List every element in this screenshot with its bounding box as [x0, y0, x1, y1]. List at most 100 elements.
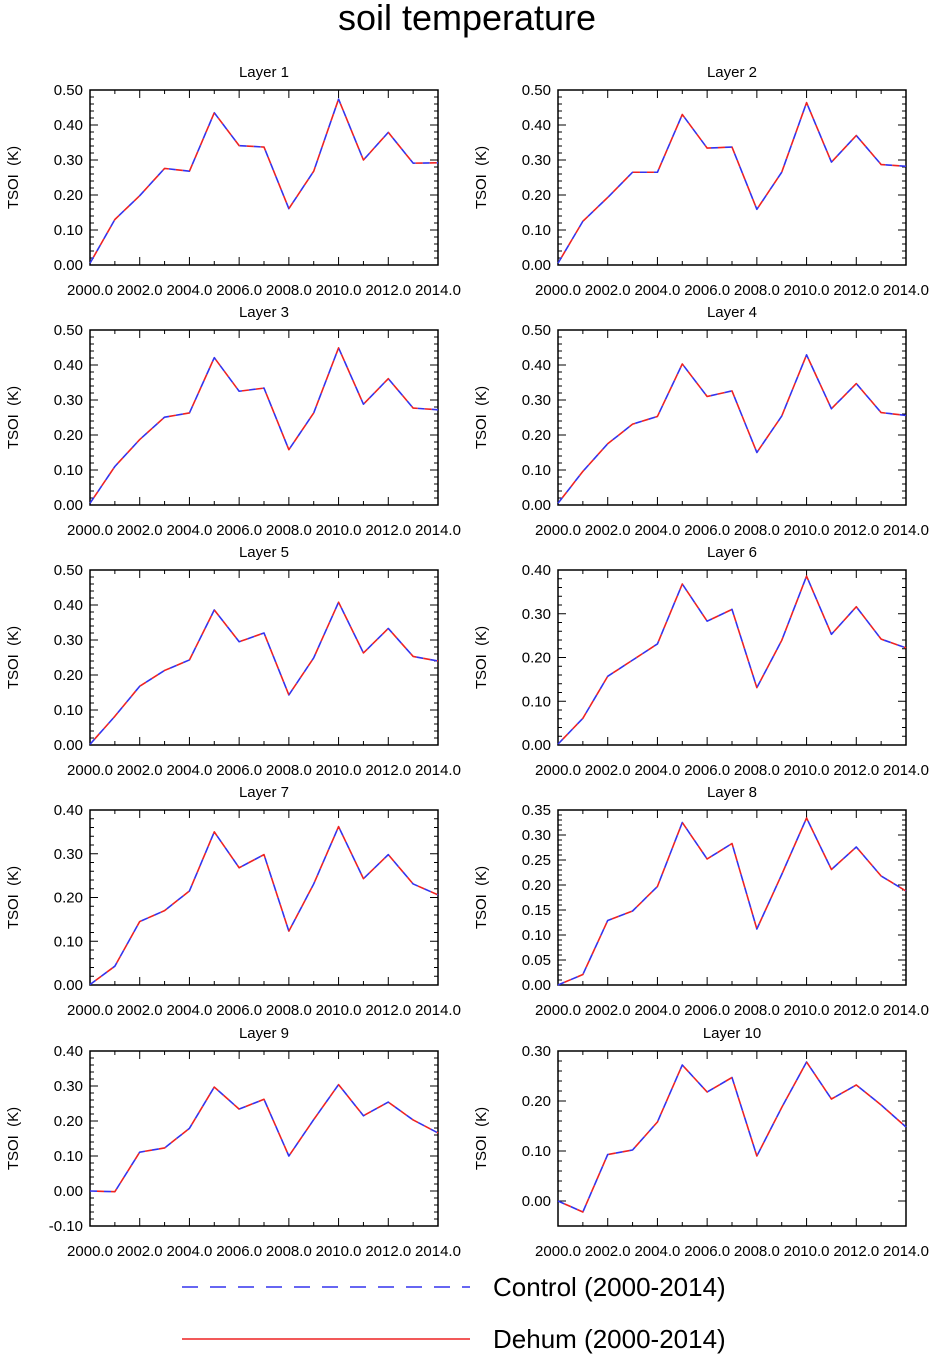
- plot-frame: [557, 329, 907, 506]
- y-tick-label: 0.20: [54, 1113, 83, 1130]
- y-tick-label: 0.40: [522, 357, 551, 374]
- y-tick-label: 0.00: [54, 737, 83, 754]
- x-tick-label: 2010.0: [316, 1243, 362, 1260]
- y-tick-label: 0.30: [522, 827, 551, 844]
- y-tick-label: 0.10: [54, 462, 83, 479]
- y-axis-label: TSOI (K): [5, 146, 22, 209]
- x-tick-label: 2004.0: [634, 1243, 680, 1260]
- x-tick-label: 2014.0: [883, 1243, 929, 1260]
- x-tick-label: 2006.0: [684, 1243, 730, 1260]
- x-tick-label: 2000.0: [67, 1243, 113, 1260]
- y-tick-label: 0.10: [522, 1143, 551, 1160]
- y-tick-label: 0.15: [522, 902, 551, 919]
- panel-title: Layer 7: [239, 784, 289, 801]
- x-tick-label: 2014.0: [883, 522, 929, 539]
- x-tick-label: 2006.0: [216, 1002, 262, 1019]
- x-tick-label: 2012.0: [833, 1243, 879, 1260]
- y-tick-label: 0.00: [54, 1183, 83, 1200]
- y-tick-label: 0.50: [54, 322, 83, 339]
- x-tick-label: 2006.0: [684, 762, 730, 779]
- y-tick-label: 0.00: [522, 737, 551, 754]
- x-tick-label: 2000.0: [535, 1243, 581, 1260]
- chart-panel-8: Layer 8 0.00 0.05 0.10 0.15 0.20 0.25 0.30 0.35 2…: [473, 784, 929, 1019]
- x-tick-label: 2008.0: [266, 762, 312, 779]
- y-tick-label: 0.50: [54, 562, 83, 579]
- x-tick-label: 2008.0: [266, 1243, 312, 1260]
- y-tick-label: 0.35: [522, 802, 551, 819]
- y-tick-label: 0.10: [522, 222, 551, 239]
- series-line-dehum: [557, 1061, 907, 1213]
- plot-frame: [557, 569, 907, 746]
- y-tick-label: 0.10: [522, 693, 551, 710]
- y-tick-label: 0.40: [54, 357, 83, 374]
- y-tick-label: 0.30: [522, 392, 551, 409]
- y-tick-label: 0.40: [54, 802, 83, 819]
- x-tick-label: 2010.0: [316, 522, 362, 539]
- y-tick-label: 0.30: [522, 152, 551, 169]
- x-tick-label: 2008.0: [734, 1002, 780, 1019]
- x-tick-label: 2002.0: [117, 762, 163, 779]
- figure-title: soil temperature: [337, 0, 597, 38]
- x-tick-label: 2004.0: [634, 1002, 680, 1019]
- series-line-control: [89, 825, 439, 986]
- x-tick-label: 2014.0: [883, 762, 929, 779]
- x-tick-label: 2008.0: [266, 1002, 312, 1019]
- y-tick-label: 0.00: [54, 977, 83, 994]
- panel-title: Layer 10: [703, 1025, 761, 1042]
- x-tick-label: 2000.0: [67, 522, 113, 539]
- series-line-dehum: [89, 1083, 439, 1193]
- y-tick-label: 0.00: [54, 497, 83, 514]
- panel-title: Layer 8: [707, 784, 757, 801]
- x-tick-label: 2014.0: [415, 522, 461, 539]
- x-tick-label: 2008.0: [734, 282, 780, 299]
- y-tick-label: 0.50: [54, 82, 83, 99]
- x-tick-label: 2006.0: [216, 1243, 262, 1260]
- x-tick-label: 2002.0: [585, 522, 631, 539]
- x-tick-label: 2008.0: [266, 282, 312, 299]
- panel-title: Layer 2: [707, 64, 757, 81]
- x-tick-label: 2014.0: [883, 282, 929, 299]
- y-tick-label: 0.00: [54, 257, 83, 274]
- x-tick-label: 2004.0: [166, 522, 212, 539]
- x-tick-label: 2000.0: [67, 282, 113, 299]
- panel-title: Layer 9: [239, 1025, 289, 1042]
- x-tick-label: 2000.0: [535, 282, 581, 299]
- y-axis-label: TSOI (K): [473, 626, 490, 689]
- plot-frame: [89, 809, 439, 986]
- series-line-control: [557, 101, 907, 264]
- y-tick-label: 0.30: [54, 632, 83, 649]
- x-tick-label: 2010.0: [784, 522, 830, 539]
- x-tick-label: 2000.0: [67, 1002, 113, 1019]
- x-tick-label: 2000.0: [67, 762, 113, 779]
- y-tick-label: 0.00: [522, 977, 551, 994]
- x-tick-label: 2002.0: [117, 1243, 163, 1260]
- plot-frame: [89, 89, 439, 266]
- y-tick-label: 0.10: [522, 927, 551, 944]
- x-tick-label: 2014.0: [415, 1002, 461, 1019]
- y-tick-label: 0.50: [522, 82, 551, 99]
- y-tick-label: -0.10: [49, 1218, 83, 1235]
- plot-frame: [557, 809, 907, 986]
- y-tick-label: 0.40: [522, 117, 551, 134]
- y-tick-label: 0.05: [522, 952, 551, 969]
- y-tick-label: 0.20: [54, 667, 83, 684]
- x-tick-label: 2012.0: [833, 282, 879, 299]
- x-tick-label: 2012.0: [833, 762, 879, 779]
- x-tick-label: 2010.0: [784, 1002, 830, 1019]
- series-line-control: [557, 575, 907, 745]
- x-tick-label: 2000.0: [535, 522, 581, 539]
- y-tick-label: 0.40: [522, 562, 551, 579]
- x-tick-label: 2002.0: [117, 282, 163, 299]
- series-line-control: [89, 98, 439, 264]
- x-tick-label: 2006.0: [684, 522, 730, 539]
- x-tick-label: 2006.0: [216, 522, 262, 539]
- x-tick-label: 2000.0: [535, 762, 581, 779]
- y-tick-label: 0.20: [522, 650, 551, 667]
- y-tick-label: 0.20: [54, 187, 83, 204]
- y-axis-label: TSOI (K): [5, 386, 22, 449]
- x-tick-label: 2012.0: [365, 522, 411, 539]
- series-line-dehum: [557, 575, 907, 745]
